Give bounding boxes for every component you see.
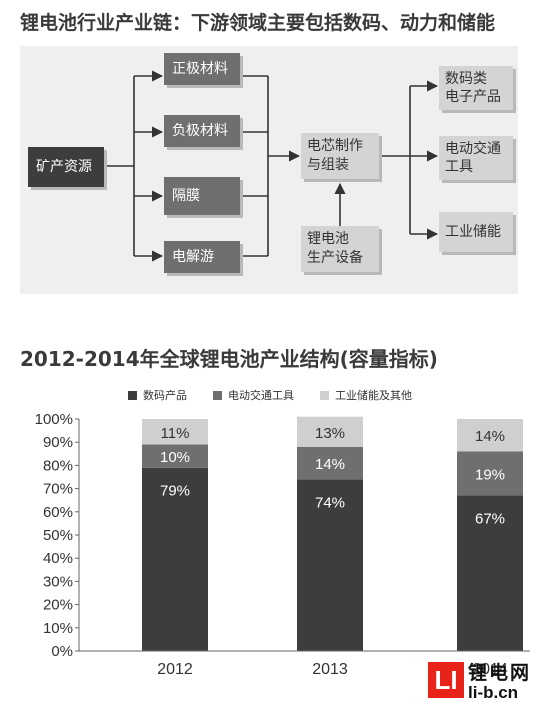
logo-url: li-b.cn — [468, 683, 519, 702]
data-label: 67% — [475, 511, 505, 528]
y-tick-label: 90% — [43, 434, 73, 451]
legend-label: 电动交通工具 — [228, 389, 294, 402]
application-label: 工业储能 — [445, 224, 501, 240]
bar-segment — [297, 446, 363, 480]
logo-mark: LI — [428, 662, 464, 698]
bar-segment — [457, 495, 523, 651]
data-label: 79% — [160, 483, 190, 500]
application-label: 数码类 — [445, 71, 487, 87]
application-label: 工具 — [445, 159, 473, 175]
y-tick-label: 100% — [35, 411, 73, 428]
material-label: 正极材料 — [172, 61, 228, 77]
x-tick-label: 2014 — [472, 661, 508, 678]
bar-segment — [457, 451, 523, 496]
data-label: 19% — [475, 467, 505, 484]
y-tick-label: 40% — [43, 550, 73, 567]
application-label: 电动交通 — [445, 141, 501, 157]
legend-item: 电动交通工具 — [213, 387, 294, 403]
y-tick-label: 70% — [43, 481, 73, 498]
legend-label: 数码产品 — [143, 389, 187, 402]
data-label: 13% — [315, 425, 345, 442]
application-box: 电动交通 工具 — [439, 136, 513, 180]
bar-segment — [297, 416, 363, 447]
bar-segment — [142, 444, 208, 468]
y-tick-label: 10% — [43, 620, 73, 637]
material-box: 负极材料 — [164, 115, 240, 147]
bar-segment — [142, 467, 208, 651]
legend-swatch — [320, 390, 329, 400]
data-label: 14% — [475, 428, 505, 445]
assembly-box: 电芯制作 与组装 — [301, 133, 379, 179]
y-tick-label: 50% — [43, 527, 73, 544]
legend-item: 工业储能及其他 — [320, 387, 412, 403]
y-tick-label: 0% — [51, 643, 73, 660]
legend-label: 工业储能及其他 — [335, 389, 412, 402]
diagram-title: 锂电池行业产业链：下游领域主要包括数码、动力和储能 — [20, 12, 496, 34]
data-label: 10% — [160, 449, 190, 466]
source-box: 矿产资源 — [28, 147, 104, 187]
bar-segment — [142, 419, 208, 445]
material-label: 电解游 — [172, 249, 214, 265]
chart-legend: 数码产品 电动交通工具 工业储能及其他 — [0, 387, 540, 403]
material-box: 隔膜 — [164, 177, 240, 215]
legend-swatch — [213, 390, 222, 400]
y-tick-label: 60% — [43, 504, 73, 521]
equipment-label: 生产设备 — [307, 250, 363, 266]
x-tick-label: 2012 — [157, 661, 193, 678]
application-box: 工业储能 — [439, 212, 513, 252]
flow-connectors — [103, 70, 439, 262]
data-label: 74% — [315, 494, 345, 511]
site-logo: LI 锂电网 li-b.cn — [428, 656, 538, 706]
source-label: 矿产资源 — [36, 159, 92, 175]
material-box: 正极材料 — [164, 53, 240, 85]
logo-name: 锂电网 — [468, 662, 532, 684]
equipment-box: 锂电池 生产设备 — [301, 226, 379, 272]
material-label: 负极材料 — [172, 123, 228, 139]
material-label: 隔膜 — [172, 188, 200, 204]
y-tick-label: 20% — [43, 597, 73, 614]
data-label: 14% — [315, 456, 345, 473]
x-tick-label: 2013 — [312, 661, 348, 678]
legend-swatch — [128, 390, 137, 400]
legend-item: 数码产品 — [128, 387, 187, 403]
assembly-label: 与组装 — [307, 157, 349, 173]
chart-title: 2012-2014年全球锂电池产业结构(容量指标) — [20, 347, 438, 371]
application-label: 电子产品 — [445, 89, 501, 105]
application-box: 数码类 电子产品 — [439, 66, 513, 110]
bar-segment — [297, 479, 363, 651]
y-tick-label: 30% — [43, 573, 73, 590]
bar-segment — [457, 419, 523, 452]
material-box: 电解游 — [164, 241, 240, 273]
y-tick-label: 80% — [43, 457, 73, 474]
equipment-label: 锂电池 — [307, 231, 349, 247]
data-label: 11% — [161, 425, 190, 442]
assembly-label: 电芯制作 — [307, 138, 363, 154]
